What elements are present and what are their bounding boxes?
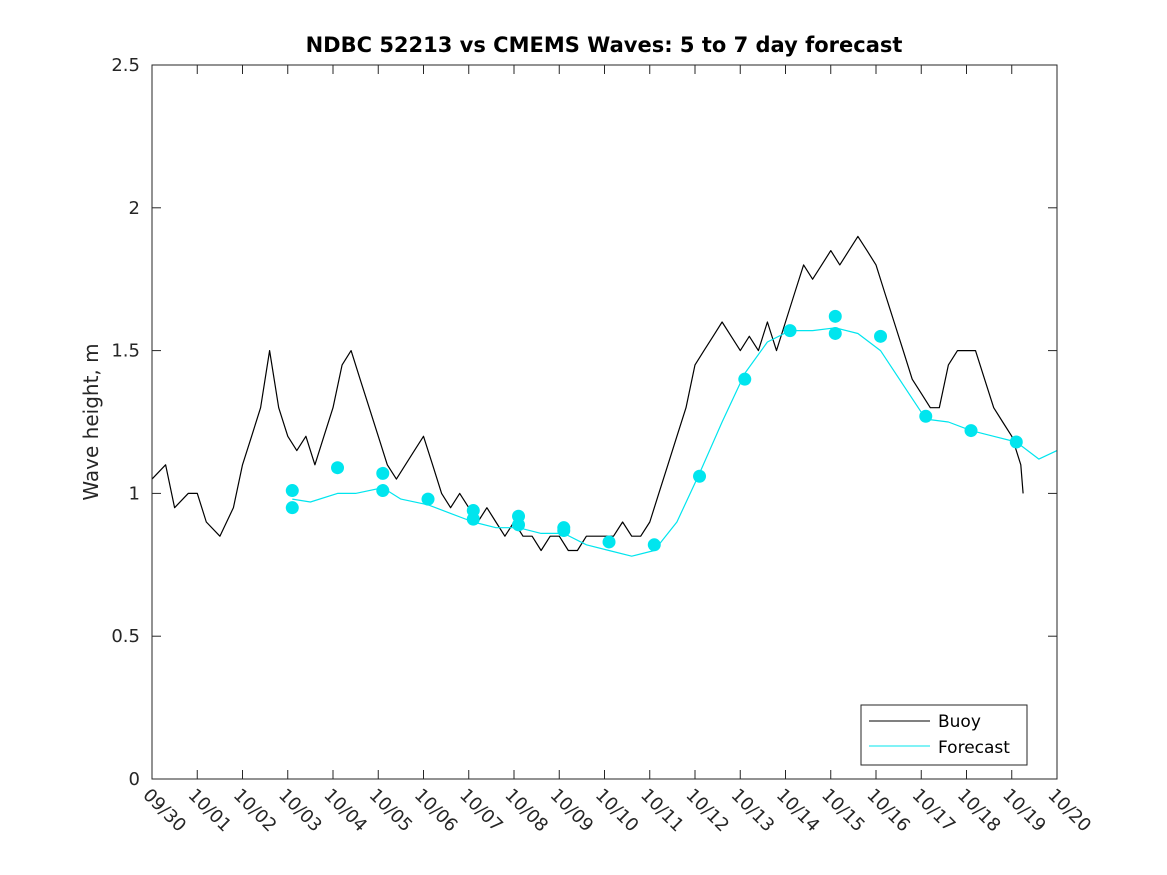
series-layer — [151, 235, 1058, 557]
legend-label-buoy: Buoy — [938, 712, 981, 732]
forecast-marker — [783, 324, 797, 338]
forecast-marker — [828, 309, 842, 323]
y-tick-label: 2 — [129, 198, 140, 219]
plot-area — [152, 65, 1057, 779]
forecast-marker — [602, 535, 616, 549]
forecast-marker — [421, 492, 435, 506]
forecast-marker — [331, 461, 345, 475]
y-tick-label: 1 — [129, 483, 140, 504]
forecast-marker — [1009, 435, 1023, 449]
forecast-marker — [466, 512, 480, 526]
chart-title: NDBC 52213 vs CMEMS Waves: 5 to 7 day fo… — [306, 33, 903, 57]
legend-label-forecast: Forecast — [938, 738, 1010, 758]
legend-box — [860, 704, 1028, 766]
y-tick-label: 0 — [129, 769, 140, 790]
marker-layer — [285, 309, 1023, 552]
forecast-marker — [285, 501, 299, 515]
forecast-marker — [557, 524, 571, 538]
y-axis-label: Wave height, m — [79, 343, 103, 500]
forecast-marker — [828, 326, 842, 340]
forecast-marker — [647, 538, 661, 552]
forecast-marker — [285, 484, 299, 498]
y-axis: 0 0.5 1 1.5 2 2.5 — [111, 55, 1057, 790]
forecast-marker — [964, 424, 978, 438]
forecast-marker — [874, 329, 888, 343]
forecast-marker — [512, 518, 526, 532]
forecast-marker — [376, 466, 390, 480]
forecast-marker — [693, 469, 707, 483]
forecast-marker — [376, 484, 390, 498]
legend: Buoy Forecast — [860, 704, 1028, 766]
y-tick-label: 1.5 — [111, 341, 140, 362]
buoy-line — [151, 235, 1024, 552]
y-tick-label: 2.5 — [111, 55, 140, 76]
forecast-marker — [738, 372, 752, 386]
forecast-line — [292, 327, 1058, 557]
forecast-marker — [919, 409, 933, 423]
y-tick-label: 0.5 — [111, 626, 140, 647]
